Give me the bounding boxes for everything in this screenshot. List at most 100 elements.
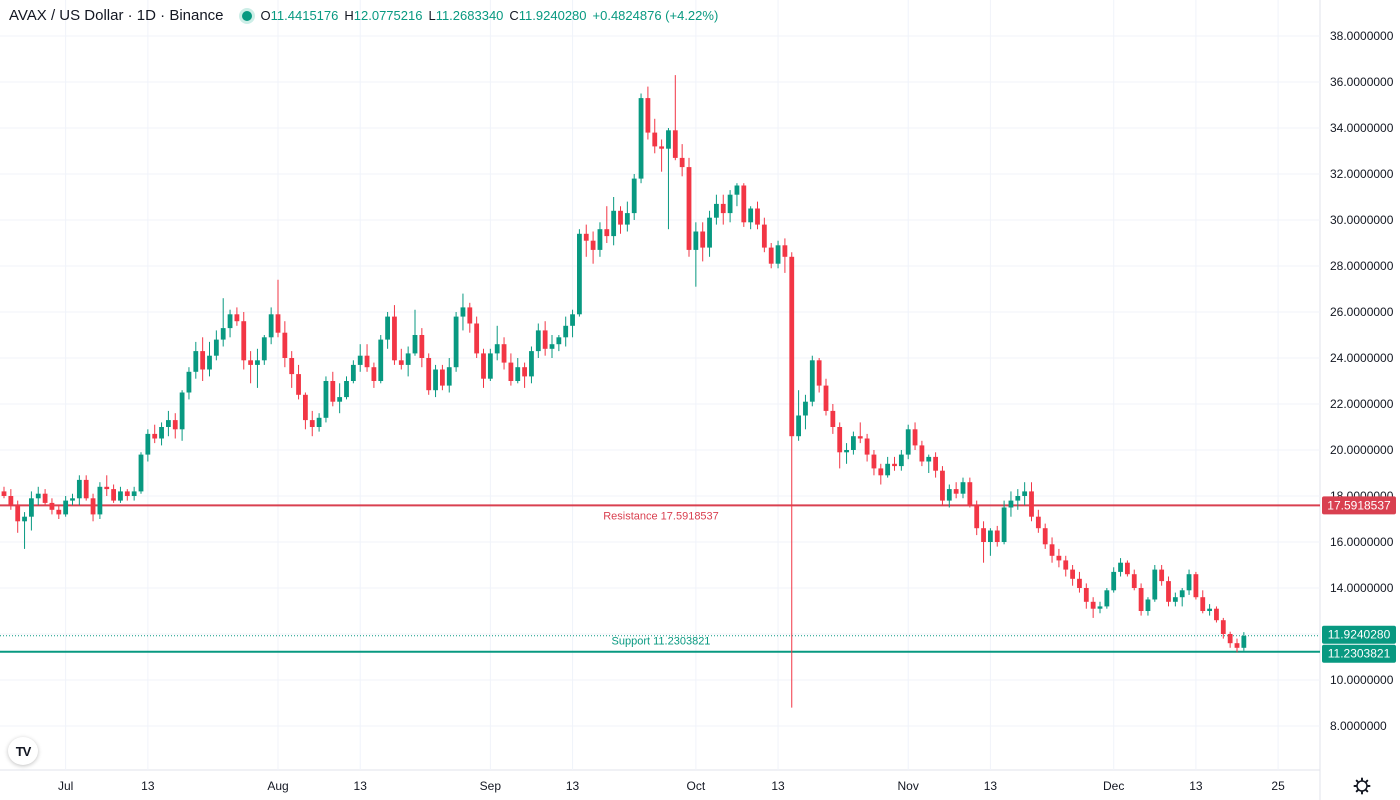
candle[interactable]: [583, 224, 589, 257]
candle-body[interactable]: [494, 344, 500, 354]
candle-body[interactable]: [1042, 528, 1048, 545]
candle-body[interactable]: [371, 367, 377, 381]
candle[interactable]: [172, 413, 178, 439]
candle-body[interactable]: [597, 229, 603, 250]
candle[interactable]: [926, 454, 932, 473]
candle-body[interactable]: [1022, 491, 1028, 496]
candle[interactable]: [1131, 569, 1137, 591]
candle-body[interactable]: [487, 353, 493, 379]
candle[interactable]: [549, 335, 555, 358]
candle[interactable]: [1049, 537, 1055, 563]
candle[interactable]: [734, 183, 740, 207]
tradingview-logo-icon[interactable]: TV: [8, 737, 38, 765]
candle-body[interactable]: [946, 489, 952, 501]
candle[interactable]: [371, 362, 377, 388]
candle-body[interactable]: [535, 330, 541, 352]
candle[interactable]: [296, 364, 301, 400]
candle-body[interactable]: [892, 463, 897, 467]
candle-body[interactable]: [104, 486, 110, 490]
candle[interactable]: [981, 521, 986, 563]
candle-body[interactable]: [145, 433, 151, 455]
candle[interactable]: [487, 348, 493, 381]
candle[interactable]: [1220, 617, 1226, 639]
candle[interactable]: [227, 309, 233, 338]
candle-body[interactable]: [1001, 507, 1007, 543]
candle-body[interactable]: [227, 314, 233, 329]
candle-body[interactable]: [1227, 634, 1233, 644]
candle[interactable]: [871, 450, 877, 476]
candle[interactable]: [460, 293, 466, 331]
candle-body[interactable]: [138, 454, 144, 492]
candle-body[interactable]: [652, 132, 658, 147]
candle[interactable]: [22, 512, 27, 549]
candle[interactable]: [1207, 604, 1212, 616]
candle-body[interactable]: [556, 337, 562, 345]
candle-body[interactable]: [255, 360, 260, 365]
candle-body[interactable]: [878, 468, 884, 476]
candle[interactable]: [344, 376, 349, 400]
candle-body[interactable]: [1015, 496, 1021, 501]
candle[interactable]: [1159, 565, 1165, 586]
candle[interactable]: [666, 128, 671, 230]
candle[interactable]: [1090, 597, 1096, 618]
candle[interactable]: [426, 353, 432, 395]
candle-body[interactable]: [446, 367, 452, 386]
candle-body[interactable]: [583, 233, 589, 241]
candle-body[interactable]: [15, 505, 21, 522]
candle-body[interactable]: [275, 314, 281, 333]
candle-body[interactable]: [714, 203, 719, 218]
candle[interactable]: [323, 376, 329, 423]
candle-body[interactable]: [350, 364, 356, 381]
candle[interactable]: [56, 505, 62, 519]
settings-gear-icon[interactable]: [1353, 777, 1371, 795]
candle-body[interactable]: [659, 146, 664, 149]
candle-body[interactable]: [967, 482, 973, 506]
candle-body[interactable]: [193, 351, 199, 372]
candle[interactable]: [522, 362, 527, 388]
candle-body[interactable]: [755, 208, 760, 225]
candle[interactable]: [1200, 590, 1206, 614]
candle[interactable]: [501, 337, 507, 370]
candle[interactable]: [782, 238, 788, 273]
candle[interactable]: [316, 413, 322, 432]
candle-body[interactable]: [857, 436, 863, 439]
candle[interactable]: [837, 422, 843, 469]
candle[interactable]: [1138, 583, 1144, 616]
candle-body[interactable]: [638, 98, 644, 179]
candle-body[interactable]: [1152, 569, 1158, 600]
candle-body[interactable]: [344, 381, 349, 398]
candle[interactable]: [1125, 560, 1130, 577]
candle-body[interactable]: [234, 314, 240, 322]
candle[interactable]: [905, 424, 911, 460]
candle-body[interactable]: [611, 210, 617, 237]
candle-body[interactable]: [309, 420, 315, 427]
candle[interactable]: [803, 394, 808, 430]
candle-body[interactable]: [823, 385, 829, 411]
candle[interactable]: [8, 489, 14, 510]
candle-body[interactable]: [412, 335, 418, 354]
candle[interactable]: [946, 484, 952, 508]
candle[interactable]: [1111, 567, 1117, 593]
candle-body[interactable]: [816, 360, 822, 386]
candle[interactable]: [1029, 482, 1034, 522]
candle[interactable]: [1035, 509, 1041, 533]
candle[interactable]: [63, 496, 69, 517]
candle-body[interactable]: [83, 479, 89, 499]
candle[interactable]: [1227, 631, 1233, 648]
candle[interactable]: [1241, 632, 1247, 651]
candle-body[interactable]: [577, 233, 582, 315]
candle-body[interactable]: [364, 355, 370, 368]
candle[interactable]: [631, 174, 637, 220]
candle[interactable]: [364, 344, 370, 372]
candle[interactable]: [1001, 500, 1007, 545]
candle-body[interactable]: [42, 493, 48, 503]
candle[interactable]: [761, 217, 767, 253]
candle-body[interactable]: [56, 509, 62, 515]
candle[interactable]: [124, 489, 130, 501]
candle[interactable]: [789, 252, 795, 708]
time-axis[interactable]: Jul 13 Aug 13 Sep 13 Oct 13 Nov 13 Dec 13 25: [58, 779, 1285, 793]
candle[interactable]: [275, 279, 281, 338]
candle[interactable]: [748, 206, 754, 230]
candle-body[interactable]: [357, 355, 363, 365]
candle-body[interactable]: [474, 323, 480, 354]
